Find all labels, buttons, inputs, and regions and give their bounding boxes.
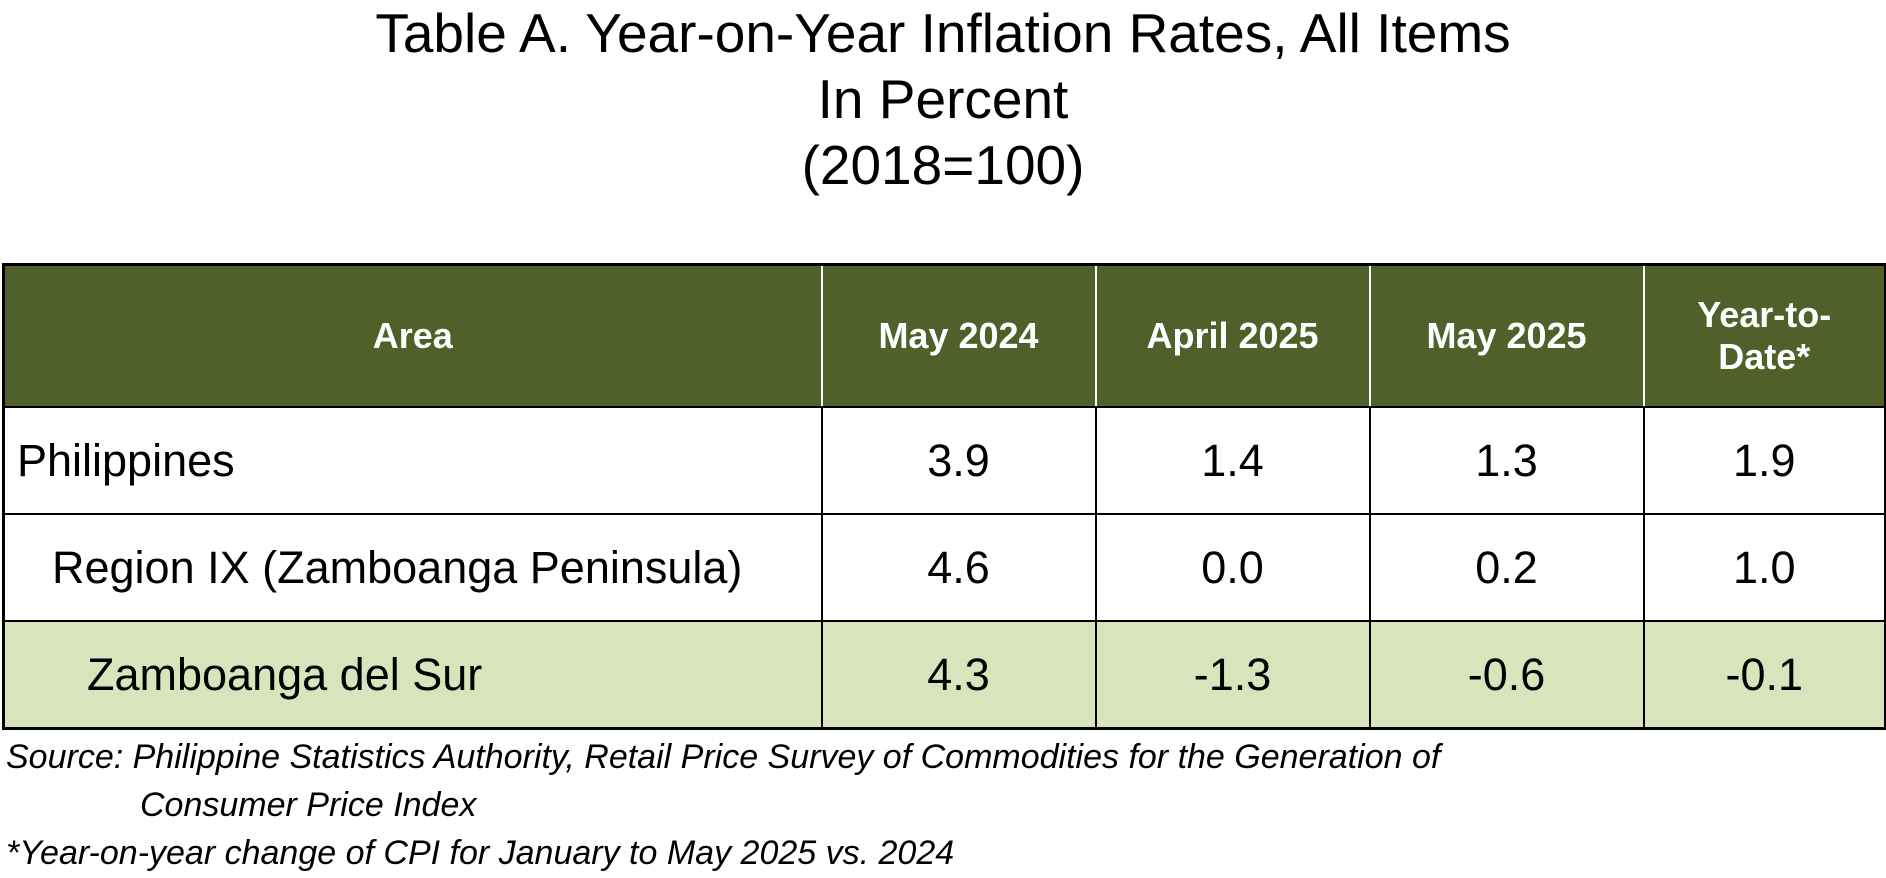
table-row: Region IX (Zamboanga Peninsula) 4.6 0.0 … <box>2 513 1886 622</box>
source-note: Source: Philippine Statistics Authority,… <box>6 738 1441 824</box>
header-year-to-date-label: Year-to-Date* <box>1697 294 1832 377</box>
table-row: Zamboanga del Sur 4.3 -1.3 -0.6 -0.1 <box>2 620 1886 730</box>
table-header-row: Area May 2024 April 2025 May 2025 Year-t… <box>3 264 1886 408</box>
cell-value: 4.6 <box>820 513 1097 622</box>
header-year-to-date: Year-to-Date* <box>1642 264 1886 408</box>
header-may-2024: May 2024 <box>820 264 1096 408</box>
title-line-1: Table A. Year-on-Year Inflation Rates, A… <box>375 2 1511 64</box>
title-line-3: (2018=100) <box>801 134 1085 196</box>
header-may-2025: May 2025 <box>1368 264 1644 408</box>
cell-value: 4.3 <box>820 620 1097 730</box>
row-area-region-ix: Region IX (Zamboanga Peninsula) <box>2 513 823 622</box>
cell-value: 1.4 <box>1094 406 1371 515</box>
cell-value: 1.3 <box>1368 406 1645 515</box>
inflation-table: Area May 2024 April 2025 May 2025 Year-t… <box>2 263 1886 730</box>
cell-value: 0.2 <box>1368 513 1645 622</box>
row-area-zamboanga-del-sur: Zamboanga del Sur <box>2 620 823 730</box>
cell-value: -1.3 <box>1094 620 1371 730</box>
header-april-2025: April 2025 <box>1094 264 1370 408</box>
table-row: Philippines 3.9 1.4 1.3 1.9 <box>2 406 1886 515</box>
cell-value: 1.9 <box>1642 406 1886 515</box>
table-notes: Source: Philippine Statistics Authority,… <box>6 733 1866 877</box>
header-area: Area <box>3 264 822 408</box>
footnote: *Year-on-year change of CPI for January … <box>6 834 955 872</box>
row-area-philippines: Philippines <box>2 406 823 515</box>
cell-value: -0.1 <box>1642 620 1886 730</box>
cell-value: 3.9 <box>820 406 1097 515</box>
cell-value: -0.6 <box>1368 620 1645 730</box>
cell-value: 1.0 <box>1642 513 1886 622</box>
table-title: Table A. Year-on-Year Inflation Rates, A… <box>0 0 1886 198</box>
cell-value: 0.0 <box>1094 513 1371 622</box>
title-line-2: In Percent <box>817 68 1069 130</box>
